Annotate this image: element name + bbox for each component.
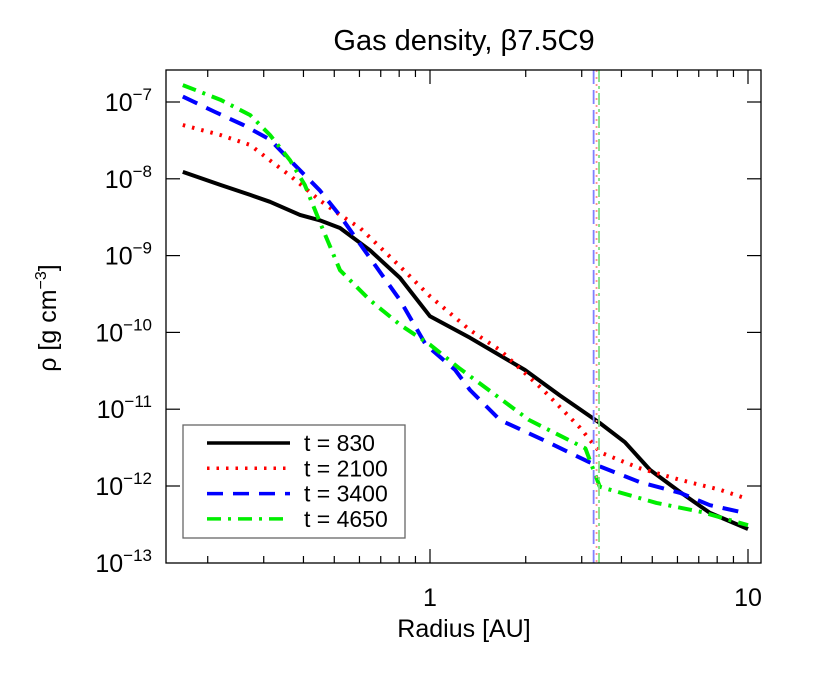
y-tick-label: 10−12	[95, 469, 152, 501]
legend-label-2: t = 3400	[304, 481, 388, 507]
y-tick-label: 10−9	[105, 239, 152, 271]
x-tick-label: 1	[423, 584, 437, 612]
x-tick-label: 10	[734, 584, 762, 612]
y-axis-label: ρ [g cm−3]	[33, 264, 62, 372]
y-axis-label-exponent: −3	[33, 271, 50, 289]
y-axis-label-main: ρ [g cm	[34, 289, 62, 371]
y-tick-label: 10−8	[105, 162, 152, 194]
y-tick-label: 10−13	[95, 546, 152, 578]
y-tick-label: 10−11	[97, 392, 152, 424]
y-axis-label-close: ]	[34, 264, 62, 271]
chart-title: Gas density, β7.5C9	[333, 25, 594, 57]
svg-text:ρ [g cm−3]: ρ [g cm−3]	[33, 264, 62, 372]
y-tick-label: 10−10	[95, 315, 152, 347]
y-tick-label: 10−7	[105, 85, 152, 117]
plot-frame	[165, 69, 762, 564]
legend-label-0: t = 830	[304, 430, 375, 456]
legend-label-1: t = 2100	[304, 455, 388, 481]
legend-label-3: t = 4650	[304, 506, 388, 532]
y-axis-ticks: 10−7 10−8 10−9 10−10 10−11 10−12 10−13	[95, 85, 761, 578]
x-axis-label: Radius [AU]	[397, 615, 530, 643]
vertical-marker-lines	[592, 70, 600, 563]
series-line-2	[181, 94, 749, 516]
series-line-1	[182, 123, 749, 501]
x-axis-ticks: 1 10	[207, 70, 762, 612]
